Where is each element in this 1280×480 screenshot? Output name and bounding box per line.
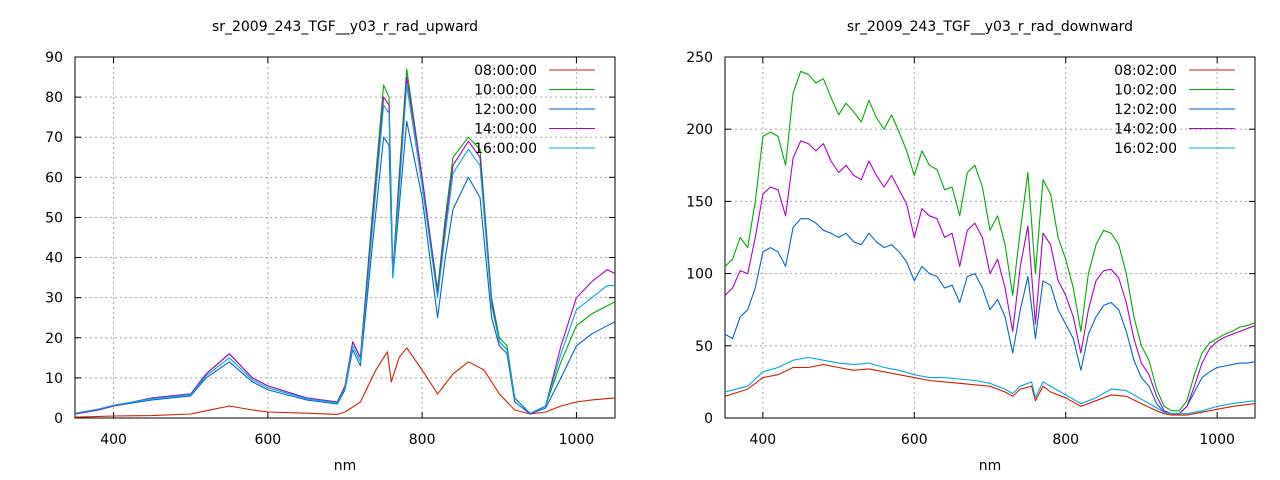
chart-0-legend-label-0: 08:00:00 xyxy=(474,63,537,79)
chart-1-legend: 08:02:00 10:02:00 12:02:00 14:02:00 16:02:00 xyxy=(1114,63,1235,157)
chart-0-x-axis-label: nm xyxy=(334,458,357,474)
chart-0-x-tick-label: 600 xyxy=(254,432,281,448)
chart-1-legend-label-2: 12:02:00 xyxy=(1114,102,1177,118)
chart-1-series-line-3 xyxy=(725,140,1255,415)
chart-0-series-line-3 xyxy=(75,76,615,415)
chart-1-x-tick-label: 600 xyxy=(901,432,928,448)
chart-1-legend-label-4: 16:02:00 xyxy=(1114,141,1177,157)
chart-1-x-tick-label: 800 xyxy=(1052,432,1079,448)
chart-0-legend: 08:00:00 10:00:00 12:00:00 14:00:00 16:00:00 xyxy=(474,63,595,157)
chart-1-series-line-4 xyxy=(725,356,1255,415)
chart-0-x-tick-label: 400 xyxy=(100,432,127,448)
chart-1-series-line-0 xyxy=(725,364,1255,416)
chart-0-y-tick-label: 20 xyxy=(45,331,63,347)
chart-1-series-group xyxy=(725,70,1255,416)
chart-0-legend-label-2: 12:00:00 xyxy=(474,102,537,118)
chart-0-y-tick-label: 0 xyxy=(54,411,63,427)
chart-1-y-tick-label: 50 xyxy=(695,339,713,355)
chart-1-y-tick-label: 200 xyxy=(686,122,713,138)
chart-1-title: sr_2009_243_TGF__y03_r_rad_downward xyxy=(847,19,1133,35)
chart-1-x-tick-label: 400 xyxy=(749,432,776,448)
chart-0-legend-label-3: 14:00:00 xyxy=(474,122,537,138)
chart-0-y-tick-label: 90 xyxy=(45,50,63,66)
chart-0-y-tick-label: 10 xyxy=(45,371,63,387)
chart-0-y-tick-label: 60 xyxy=(45,170,63,186)
chart-0-series-line-0 xyxy=(75,347,615,418)
chart-0-series-group xyxy=(75,68,615,418)
chart-1-y-tick-label: 150 xyxy=(686,194,713,210)
chart-0-y-tick-label: 50 xyxy=(45,210,63,226)
chart-0-series-line-4 xyxy=(75,84,615,414)
chart-0-y-tick-label: 40 xyxy=(45,251,63,267)
chart-0-y-tick-label: 70 xyxy=(45,130,63,146)
chart-0-title: sr_2009_243_TGF__y03_r_rad_upward xyxy=(212,19,478,35)
downward-chart: sr_2009_243_TGF__y03_r_rad_downward 400 60… xyxy=(686,19,1256,474)
chart-0-y-tick-label: 80 xyxy=(45,90,63,106)
chart-0-series-line-2 xyxy=(75,120,615,415)
chart-0-x-tick-label: 800 xyxy=(409,432,436,448)
chart-0-legend-label-1: 10:00:00 xyxy=(474,83,537,99)
chart-1-y-tick-label: 0 xyxy=(704,411,713,427)
chart-0-y-tick-label: 30 xyxy=(45,291,63,307)
chart-1-y-tick-label: 100 xyxy=(686,267,713,283)
chart-1-series-line-1 xyxy=(725,70,1255,412)
chart-1-legend-label-1: 10:02:00 xyxy=(1114,83,1177,99)
chart-1-series-line-2 xyxy=(725,218,1255,415)
chart-1-plot-frame xyxy=(724,56,1256,419)
chart-1-x-tick-label: 1000 xyxy=(1199,432,1235,448)
chart-1-legend-label-3: 14:02:00 xyxy=(1114,122,1177,138)
chart-1-x-axis-label: nm xyxy=(979,458,1002,474)
chart-0-legend-label-4: 16:00:00 xyxy=(474,141,537,157)
chart-1-legend-label-0: 08:02:00 xyxy=(1114,63,1177,79)
chart-1-y-tick-label: 250 xyxy=(686,50,713,66)
chart-0-plot-frame xyxy=(74,56,616,419)
chart-0-x-tick-label: 1000 xyxy=(559,432,595,448)
